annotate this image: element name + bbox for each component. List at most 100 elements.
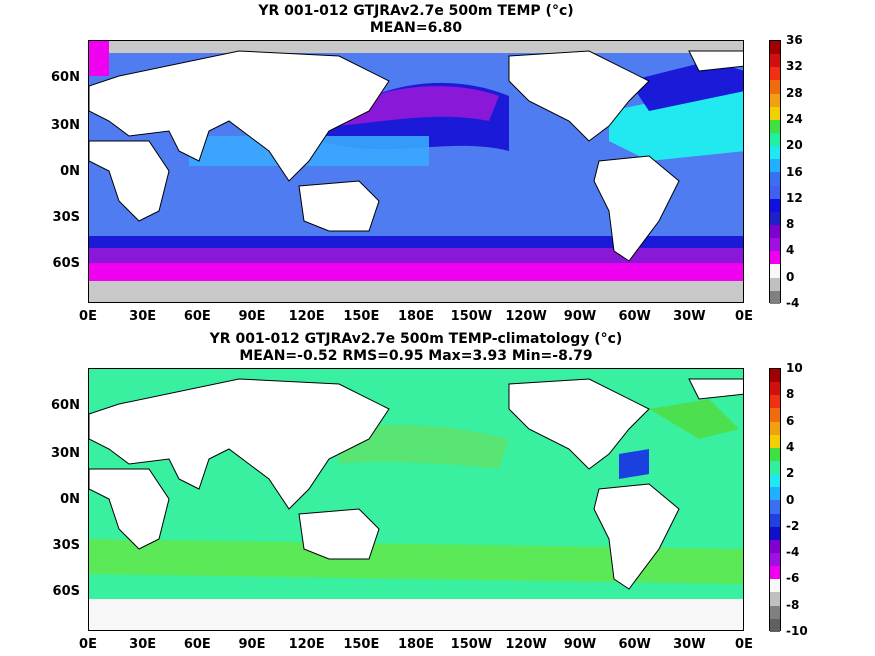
bottom-colorbar-swatch: [770, 566, 780, 580]
top-colorbar-swatch: [770, 251, 780, 265]
top-colorbar-label: 0: [786, 269, 795, 284]
top-lon-label: 60E: [183, 309, 211, 324]
top-colorbar-swatch: [770, 80, 780, 94]
bottom-map-svg: [89, 369, 743, 630]
bottom-lon-label: 30W: [673, 637, 706, 652]
bottom-map: [88, 368, 744, 631]
top-lon-label: 150W: [450, 309, 493, 324]
bottom-subtitle: MEAN=-0.52 RMS=0.95 Max=3.93 Min=-8.79: [239, 348, 593, 364]
top-colorbar-swatch: [770, 41, 780, 55]
bottom-colorbar-swatch: [770, 421, 780, 435]
top-colorbar-swatch: [770, 93, 780, 107]
top-colorbar-swatch: [770, 238, 780, 252]
bottom-lon-label: 150W: [450, 637, 493, 652]
bottom-lat-60n: 60N: [51, 398, 80, 413]
top-lon-label: 30E: [129, 309, 157, 324]
bottom-colorbar-swatch: [770, 447, 780, 461]
top-colorbar-label: 4: [786, 243, 795, 258]
bottom-lon-label: 60E: [183, 637, 211, 652]
bottom-colorbar-swatch: [770, 618, 780, 632]
bottom-colorbar-label: -4: [786, 545, 800, 560]
top-colorbar-label: 28: [786, 85, 803, 100]
top-lon-label: 90W: [563, 309, 597, 324]
top-lon-label: 120W: [505, 309, 547, 324]
bottom-lon-label: 90W: [563, 637, 597, 652]
bottom-lon-label: 30E: [129, 637, 157, 652]
bottom-lat-30s: 30S: [52, 538, 80, 553]
bottom-colorbar-swatch: [770, 395, 780, 409]
top-colorbar-swatch: [770, 211, 780, 225]
top-lon-label: 180E: [397, 309, 435, 324]
bottom-colorbar-swatch: [770, 382, 780, 396]
top-map: [88, 40, 744, 303]
top-colorbar-swatch: [770, 132, 780, 147]
bottom-colorbar-label: -6: [786, 571, 800, 586]
top-colorbar-swatch: [770, 277, 780, 291]
bottom-lon-label: 120E: [288, 637, 325, 652]
bottom-title: YR 001-012 GTJRAv2.7e 500m TEMP-climatol…: [209, 331, 623, 347]
top-colorbar-swatch: [770, 159, 780, 173]
bottom-colorbar-swatch: [770, 487, 780, 501]
top-title: YR 001-012 GTJRAv2.7e 500m TEMP (°c): [258, 3, 574, 19]
top-colorbar-label: 8: [786, 217, 795, 232]
top-lat-0n: 0N: [60, 164, 80, 179]
bottom-colorbar-swatch: [770, 434, 780, 448]
bottom-lon-label: 150E: [343, 637, 380, 652]
bottom-colorbar-swatch: [770, 369, 780, 383]
top-colorbar-swatch: [770, 290, 780, 304]
bottom-colorbar-swatch: [770, 605, 780, 619]
top-colorbar-swatch: [770, 54, 780, 68]
top-lat-30n: 30N: [51, 118, 80, 133]
top-colorbar-swatch: [770, 224, 780, 239]
bottom-lat-60s: 60S: [52, 584, 80, 599]
bottom-colorbar-label: 2: [786, 466, 795, 481]
top-colorbar-swatch: [770, 185, 780, 199]
bottom-lat-0n: 0N: [60, 492, 80, 507]
bottom-colorbar-swatch: [770, 408, 780, 422]
bottom-colorbar-swatch: [770, 526, 780, 540]
top-colorbar-swatch: [770, 67, 780, 81]
bottom-colorbar-swatch: [770, 579, 780, 593]
top-lat-60s: 60S: [52, 256, 80, 271]
bottom-colorbar-label: 6: [786, 413, 795, 428]
top-lon-label: 30W: [673, 309, 706, 324]
bottom-colorbar-swatch: [770, 500, 780, 514]
top-colorbar-swatch: [770, 198, 780, 212]
bottom-lon-label: 0E: [79, 637, 97, 652]
top-colorbar-label: 32: [786, 59, 803, 74]
top-colorbar-label: 16: [786, 164, 803, 179]
top-lon-label: 0E: [79, 309, 97, 324]
bottom-colorbar-label: 8: [786, 387, 795, 402]
top-colorbar-swatch: [770, 146, 780, 160]
bottom-colorbar-label: -10: [786, 624, 808, 638]
top-lon-label: 0E: [735, 309, 753, 324]
bottom-colorbar: [769, 368, 781, 632]
bottom-colorbar-swatch: [770, 460, 780, 475]
bottom-lon-label: 180E: [397, 637, 435, 652]
top-colorbar-swatch: [770, 106, 780, 120]
bottom-colorbar-label: 4: [786, 439, 795, 454]
bottom-colorbar-swatch: [770, 474, 780, 488]
top-map-svg: [89, 41, 743, 302]
top-lon-label: 150E: [343, 309, 380, 324]
bottom-colorbar-label: 0: [786, 492, 795, 507]
bottom-lat-30n: 30N: [51, 446, 80, 461]
top-lat-30s: 30S: [52, 210, 80, 225]
bottom-colorbar-swatch: [770, 539, 780, 553]
bottom-lon-label: 60W: [618, 637, 651, 652]
top-lon-label: 120E: [288, 309, 325, 324]
bottom-colorbar-label: -8: [786, 597, 800, 612]
top-colorbar-swatch: [770, 172, 780, 186]
bottom-colorbar-swatch: [770, 552, 780, 567]
bottom-lon-label: 0E: [735, 637, 753, 652]
bottom-colorbar-swatch: [770, 513, 780, 527]
top-colorbar-label: 36: [786, 33, 803, 47]
top-colorbar-swatch: [770, 119, 780, 133]
top-colorbar-label: 20: [786, 138, 803, 153]
bottom-colorbar-label: -2: [786, 518, 800, 533]
top-lat-60n: 60N: [51, 70, 80, 85]
top-colorbar-label: 24: [786, 111, 803, 126]
bottom-lon-label: 120W: [505, 637, 547, 652]
top-lon-label: 90E: [238, 309, 266, 324]
top-colorbar-label: -4: [786, 296, 800, 310]
